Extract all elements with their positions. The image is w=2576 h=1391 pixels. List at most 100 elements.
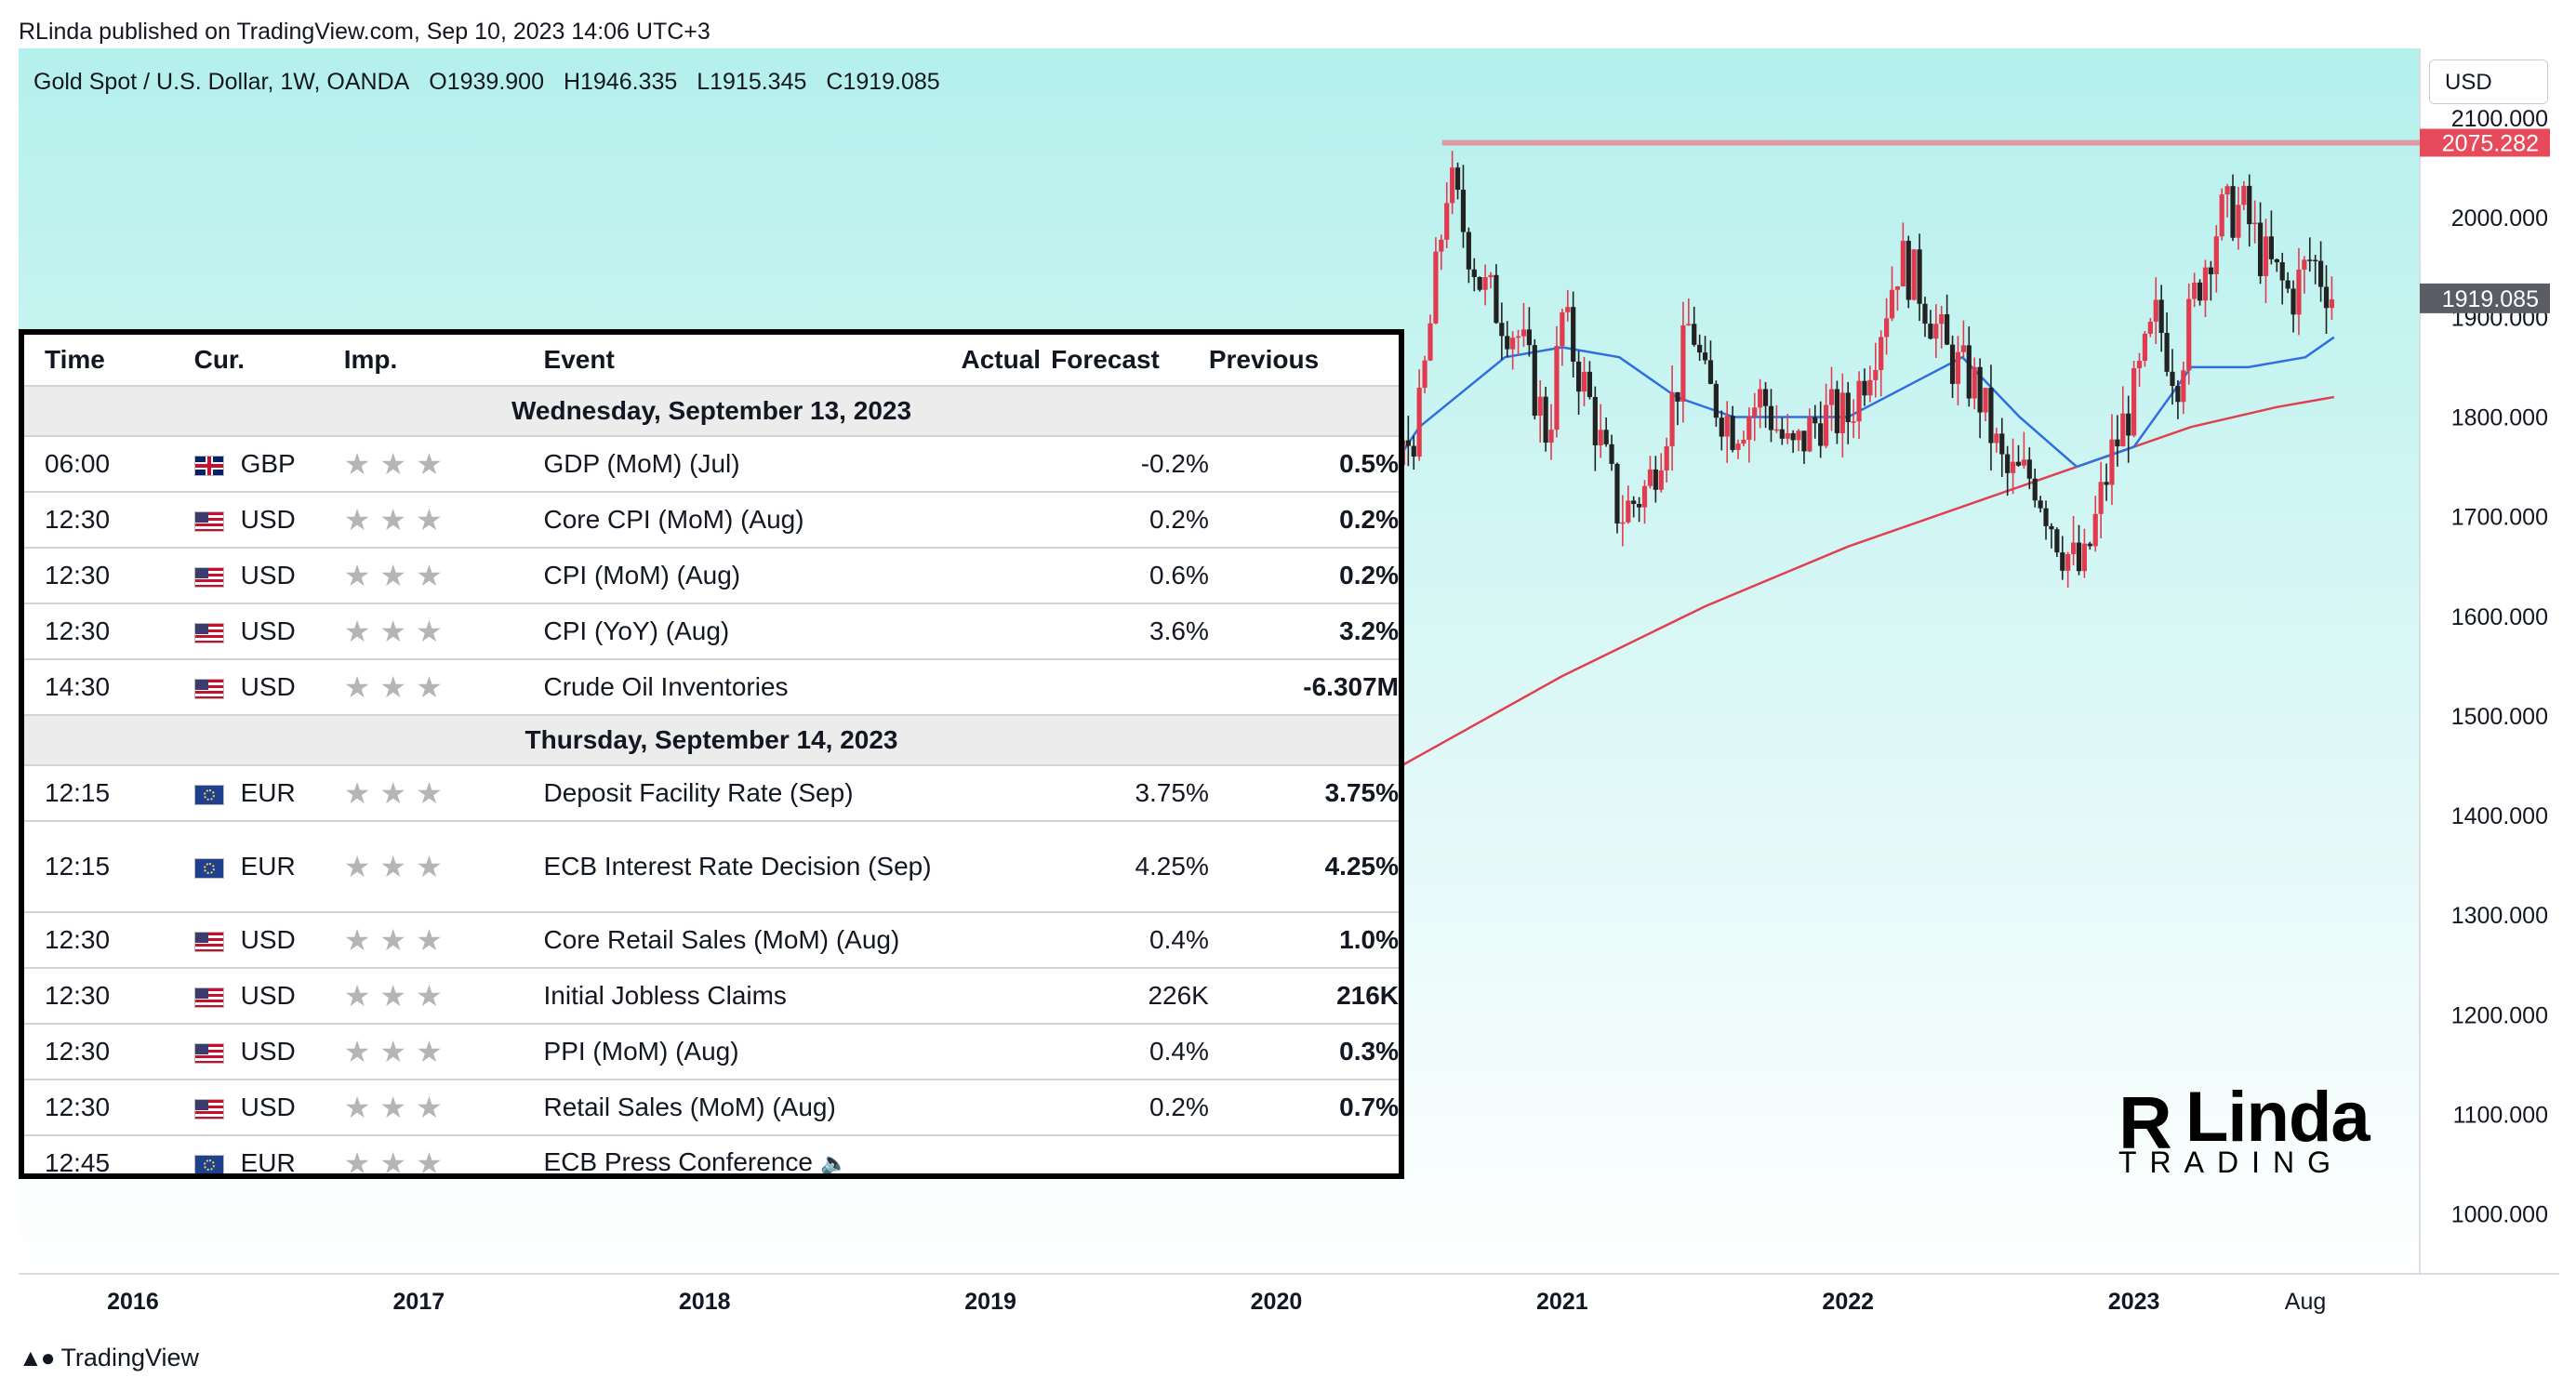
importance-stars-icon: ★★★: [343, 979, 452, 1013]
event-title: Deposit Facility Rate (Sep): [543, 778, 854, 807]
legend-open: O1939.900: [429, 69, 544, 95]
event-importance: ★★★: [343, 547, 544, 603]
candle-up: [1807, 417, 1812, 452]
event-currency: USD: [193, 1079, 344, 1135]
candle-down: [1999, 433, 2005, 455]
candle-down: [1526, 329, 1532, 346]
event-currency: USD: [193, 491, 344, 548]
usd-flag-icon: [193, 678, 224, 699]
tradingview-footer[interactable]: ▲● TradingView: [19, 1344, 199, 1372]
currency-selector[interactable]: USD: [2429, 60, 2548, 104]
event-time: 12:15: [24, 764, 194, 821]
candle-up: [1581, 371, 1587, 392]
event-title: GDP (MoM) (Jul): [543, 449, 740, 478]
y-tick-label: 1000.000: [2451, 1202, 2548, 1228]
event-previous: 0.7%: [1208, 1079, 1399, 1135]
calendar-event-row[interactable]: 12:30 USD ★★★ Initial Jobless Claims 226K 216…: [24, 967, 1399, 1024]
calendar-event-row[interactable]: 12:30 USD ★★★ Retail Sales (MoM) (Aug) 0.2% 0…: [24, 1079, 1399, 1135]
event-name[interactable]: CPI (MoM) (Aug): [543, 547, 962, 603]
candle-up: [1422, 360, 1427, 388]
usd-flag-icon: [193, 566, 224, 588]
calendar-event-row[interactable]: 14:30 USD ★★★ Crude Oil Inventories -6.307M: [24, 658, 1399, 715]
event-time: 12:30: [24, 603, 194, 659]
calendar-event-row[interactable]: 12:30 USD ★★★ CPI (YoY) (Aug) 3.6% 3.2%: [24, 603, 1399, 659]
header-currency: Cur.: [193, 345, 246, 374]
x-tick-label: Aug: [2285, 1289, 2326, 1315]
event-name[interactable]: Deposit Facility Rate (Sep): [543, 764, 962, 821]
calendar-event-row[interactable]: 12:30 USD ★★★ Core CPI (MoM) (Aug) 0.2% 0.2%: [24, 491, 1399, 548]
event-title: Core Retail Sales (MoM) (Aug): [543, 925, 900, 954]
currency-code: USD: [240, 925, 296, 954]
candle-up: [2070, 542, 2077, 554]
candle-down: [2038, 500, 2043, 509]
symbol-title[interactable]: Gold Spot / U.S. Dollar, 1W, OANDA: [33, 69, 410, 95]
resistance-price-tag: [2420, 128, 2550, 157]
x-tick-label: 2017: [393, 1289, 445, 1315]
event-currency: USD: [193, 547, 344, 603]
calendar-event-row[interactable]: 12:15 EUR ★★★ Deposit Facility Rate (Sep) 3.…: [24, 764, 1399, 821]
event-name[interactable]: CPI (YoY) (Aug): [543, 603, 962, 659]
candle-down: [1603, 430, 1609, 444]
resistance-price-label: 2075.282: [2442, 130, 2539, 156]
speaker-icon[interactable]: 🔈: [819, 1151, 848, 1176]
event-importance: ★★★: [343, 658, 544, 715]
event-name[interactable]: Retail Sales (MoM) (Aug): [543, 1079, 962, 1135]
calendar-event-row[interactable]: 06:00 GBP ★★★ GDP (MoM) (Jul) -0.2% 0.5%: [24, 435, 1399, 492]
calendar-header-row: Time Cur. Imp. Event Actual Forecast Pre…: [24, 335, 1399, 386]
event-forecast: 3.6%: [1051, 603, 1209, 659]
event-time: 12:30: [24, 967, 194, 1024]
event-name[interactable]: ECB Interest Rate Decision (Sep): [543, 820, 962, 912]
event-actual: [961, 658, 1052, 715]
calendar-event-row[interactable]: 12:30 USD ★★★ Core Retail Sales (MoM) (Aug)…: [24, 911, 1399, 968]
calendar-event-row[interactable]: 12:45 EUR ★★★ ECB Press Conference 🔈: [24, 1134, 1399, 1177]
event-name[interactable]: PPI (MoM) (Aug): [543, 1023, 962, 1080]
candle-down: [1609, 444, 1614, 464]
event-importance: ★★★: [343, 764, 544, 821]
event-actual: [961, 435, 1052, 492]
logo-mark: R: [2118, 1081, 2172, 1164]
candle-up: [1994, 433, 1999, 444]
candle-up: [1520, 329, 1527, 337]
candle-down: [2032, 478, 2038, 501]
candle-up: [2202, 267, 2209, 301]
event-importance: ★★★: [343, 1079, 544, 1135]
candle-down: [1532, 345, 1537, 417]
event-forecast: 3.75%: [1051, 764, 1209, 821]
candle-up: [1565, 307, 1571, 312]
candle-down: [2126, 413, 2131, 436]
calendar-event-row[interactable]: 12:15 EUR ★★★ ECB Interest Rate Decision (S…: [24, 820, 1399, 912]
event-title: Core CPI (MoM) (Aug): [543, 505, 804, 534]
candle-down: [1862, 380, 1867, 396]
candle-up: [1515, 336, 1521, 338]
event-previous: 216K: [1208, 967, 1399, 1024]
calendar-day-row: Thursday, September 14, 2023: [24, 714, 1399, 765]
price-axis-panel[interactable]: [2420, 48, 2559, 1274]
event-name[interactable]: Crude Oil Inventories: [543, 658, 962, 715]
event-name[interactable]: GDP (MoM) (Jul): [543, 435, 962, 492]
event-name[interactable]: ECB Press Conference 🔈: [543, 1134, 962, 1176]
candle-down: [1587, 371, 1593, 397]
event-title: Crude Oil Inventories: [543, 672, 789, 701]
importance-stars-icon: ★★★: [343, 850, 452, 883]
event-currency: EUR: [193, 764, 344, 821]
tradingview-brand: TradingView: [60, 1344, 200, 1371]
event-name[interactable]: Initial Jobless Claims: [543, 967, 962, 1024]
candle-down: [2197, 282, 2203, 301]
event-name[interactable]: Core Retail Sales (MoM) (Aug): [543, 911, 962, 968]
time-axis-panel[interactable]: [19, 1274, 2559, 1326]
candle-up: [1433, 251, 1439, 324]
event-actual: [961, 603, 1052, 659]
importance-stars-icon: ★★★: [343, 1091, 452, 1124]
event-importance: ★★★: [343, 967, 544, 1024]
usd-flag-icon: [193, 510, 224, 532]
currency-code: EUR: [240, 1148, 296, 1177]
gbp-flag-icon: [193, 455, 224, 476]
event-name[interactable]: Core CPI (MoM) (Aug): [543, 491, 962, 548]
event-time: 06:00: [24, 435, 194, 492]
usd-flag-icon: [193, 987, 224, 1008]
calendar-event-row[interactable]: 12:30 USD ★★★ PPI (MoM) (Aug) 0.4% 0.3%: [24, 1023, 1399, 1080]
candle-down: [1707, 360, 1714, 384]
candle-down: [2285, 280, 2291, 289]
candle-down: [1719, 417, 1724, 437]
calendar-event-row[interactable]: 12:30 USD ★★★ CPI (MoM) (Aug) 0.6% 0.2%: [24, 547, 1399, 603]
